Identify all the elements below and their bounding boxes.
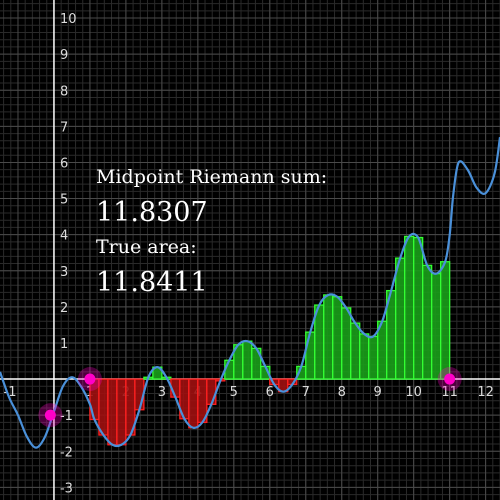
sum-value: 11.8307 <box>96 197 208 228</box>
y-tick-label: 10 <box>60 12 77 27</box>
riemann-bar-positive <box>323 294 334 380</box>
x-tick-label: 11 <box>441 385 458 400</box>
y-tick-label: 4 <box>60 229 68 244</box>
y-tick-label: 2 <box>60 301 68 316</box>
riemann-bar-positive <box>368 335 379 380</box>
x-tick-label: 12 <box>477 385 494 400</box>
y-tick-label: 1 <box>60 337 68 352</box>
y-tick-label: -2 <box>60 445 73 460</box>
riemann-bar-positive <box>395 257 406 380</box>
x-tick-label: 3 <box>158 385 166 400</box>
riemann-bar-positive <box>359 333 370 380</box>
y-tick-label: -1 <box>60 409 73 424</box>
riemann-bar-negative <box>116 378 127 446</box>
riemann-bar-positive <box>413 236 424 380</box>
x-tick-label: 9 <box>374 385 382 400</box>
function-curve <box>0 137 500 449</box>
point-marker <box>44 409 56 421</box>
x-tick-label: 7 <box>302 385 310 400</box>
riemann-bar-positive <box>422 264 433 380</box>
y-tick-label: 6 <box>60 156 68 171</box>
point-marker <box>444 373 456 385</box>
y-tick-label: -3 <box>60 481 73 496</box>
x-tick-label: 5 <box>230 385 238 400</box>
x-tick-label: 8 <box>338 385 346 400</box>
y-tick-label: 9 <box>60 48 68 63</box>
sum-label: Midpoint Riemann sum: <box>96 166 328 188</box>
point-marker <box>84 373 96 385</box>
x-tick-label: 6 <box>266 385 274 400</box>
riemann-bar-positive <box>305 331 316 380</box>
riemann-bar-positive <box>332 296 343 380</box>
riemann-bar-negative <box>98 378 109 436</box>
y-tick-label: 3 <box>60 265 68 280</box>
y-tick-label: 7 <box>60 120 68 135</box>
true-area-label: True area: <box>96 236 197 258</box>
x-tick-label: 10 <box>405 385 422 400</box>
true-area-value: 11.8411 <box>96 267 208 298</box>
riemann-bar-negative <box>206 378 217 405</box>
riemann-bar-positive <box>350 322 361 380</box>
y-tick-label: 8 <box>60 84 68 99</box>
y-tick-label: 5 <box>60 193 68 208</box>
riemann-bar-positive <box>431 272 442 380</box>
riemann-bar-negative <box>188 378 199 429</box>
riemann-bar-positive <box>404 235 415 380</box>
riemann-bar-positive <box>439 261 451 380</box>
riemann-bar-positive <box>242 340 253 380</box>
riemann-bar-negative <box>107 378 118 446</box>
riemann-bar-positive <box>341 307 352 380</box>
